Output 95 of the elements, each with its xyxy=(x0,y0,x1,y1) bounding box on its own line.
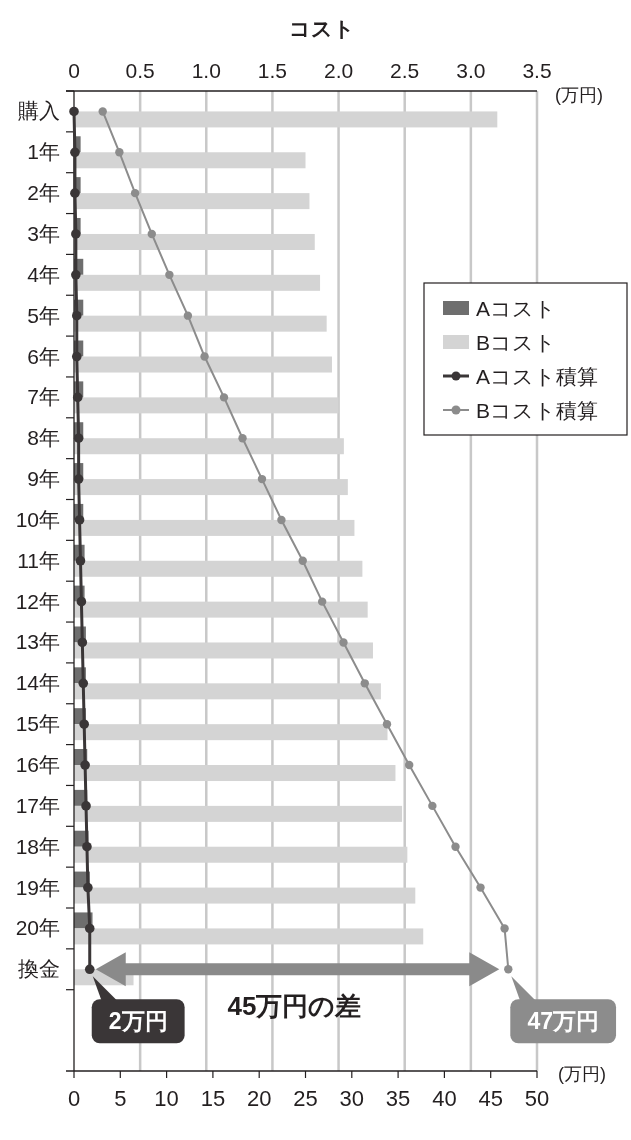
x-tick-label: 25 xyxy=(293,1086,318,1111)
point xyxy=(500,924,509,933)
point xyxy=(405,760,414,770)
y-tick-label: 6年 xyxy=(27,344,60,368)
y-tick-label: 14年 xyxy=(15,671,60,695)
x-tick-label: 5 xyxy=(114,1086,127,1111)
y-tick-label: 18年 xyxy=(15,834,60,858)
point xyxy=(73,433,84,444)
point xyxy=(98,107,107,116)
y-tick-label: 20年 xyxy=(15,916,60,940)
point xyxy=(69,106,79,117)
point xyxy=(71,229,81,239)
y-tick-label: 1年 xyxy=(27,140,60,164)
point xyxy=(71,351,82,362)
x2-tick-label: 2.0 xyxy=(323,59,354,82)
point xyxy=(428,801,437,811)
y-tick-label: 19年 xyxy=(15,875,60,899)
y-tick-label: 8年 xyxy=(27,426,60,450)
y-tick-label: 4年 xyxy=(27,262,60,286)
annotation: 47万円 xyxy=(527,1008,599,1035)
y-tick-label: 10年 xyxy=(15,507,60,531)
legend-label: Bコスト積算 xyxy=(476,399,599,422)
point xyxy=(298,556,307,565)
point xyxy=(115,148,124,157)
x2-tick-label: 2.5 xyxy=(390,59,420,82)
point xyxy=(183,311,193,320)
x2-tick-label: 0 xyxy=(68,59,80,82)
point xyxy=(257,474,267,484)
y-tick-label: 3年 xyxy=(27,221,60,245)
point xyxy=(84,964,95,975)
legend-label: Aコスト積算 xyxy=(476,365,599,388)
point xyxy=(80,760,90,770)
y-tick-label: 11年 xyxy=(17,548,60,572)
x2-tick-label: 0.5 xyxy=(125,59,155,82)
y-tick-label: 購入 xyxy=(18,99,60,123)
y-tick-label: 16年 xyxy=(15,753,60,777)
point xyxy=(77,637,88,648)
x-tick-label: 45 xyxy=(478,1086,503,1111)
point xyxy=(71,310,82,321)
y-tick-label: 換金 xyxy=(18,957,60,981)
point xyxy=(277,515,286,525)
x2-axis-title: コスト xyxy=(289,17,355,40)
point xyxy=(73,474,84,484)
point xyxy=(72,392,83,403)
x-tick-label: 35 xyxy=(385,1086,411,1111)
point xyxy=(317,597,327,606)
x-tick-label: 15 xyxy=(200,1086,226,1111)
point xyxy=(76,596,87,607)
point xyxy=(504,965,513,974)
x-tick-label: 10 xyxy=(154,1086,179,1111)
y-tick-label: 17年 xyxy=(15,793,60,817)
point xyxy=(382,719,392,729)
x-tick-label: 40 xyxy=(432,1086,457,1111)
y-tick-label: 5年 xyxy=(27,303,60,327)
legend-label: Bコスト xyxy=(476,331,557,354)
point xyxy=(476,883,485,892)
point xyxy=(238,434,247,443)
point xyxy=(147,229,156,239)
x-tick-label: 50 xyxy=(524,1086,550,1111)
point xyxy=(74,515,85,525)
y-tick-label: 7年 xyxy=(27,385,60,409)
point xyxy=(83,882,93,893)
x2-tick-label: 3.5 xyxy=(522,59,552,82)
point xyxy=(165,270,174,280)
point xyxy=(81,801,91,811)
point xyxy=(79,719,89,729)
x-tick-label: 0 xyxy=(67,1086,81,1111)
point xyxy=(360,679,369,688)
x2-tick-label: 1.0 xyxy=(191,59,221,82)
point xyxy=(71,270,81,280)
legend-label: Aコスト xyxy=(476,297,557,320)
x2-tick-label: 3.0 xyxy=(456,59,486,82)
y-tick-label: 9年 xyxy=(27,467,60,491)
point xyxy=(78,678,89,689)
point xyxy=(451,842,460,851)
y-tick-label: 15年 xyxy=(15,712,60,736)
y-tick-label: 2年 xyxy=(27,181,60,205)
x-tick-label: 30 xyxy=(339,1086,365,1111)
point xyxy=(70,188,80,198)
point xyxy=(200,352,209,361)
y-tick-label: 12年 xyxy=(15,589,60,613)
x-axis-title: (万円) xyxy=(555,85,603,105)
x-tick-label: 20 xyxy=(246,1086,272,1111)
point xyxy=(84,923,95,934)
point xyxy=(130,188,140,198)
annotation: 2万円 xyxy=(108,1008,168,1035)
y-tick-label: 13年 xyxy=(15,630,60,654)
point xyxy=(82,841,92,852)
text: 45万円の差 xyxy=(227,991,362,1021)
point xyxy=(75,555,86,566)
x2-tick-label: 1.5 xyxy=(257,59,288,82)
point xyxy=(70,147,80,158)
point xyxy=(339,638,348,647)
point xyxy=(219,393,229,402)
text: (万円) xyxy=(558,1064,606,1084)
